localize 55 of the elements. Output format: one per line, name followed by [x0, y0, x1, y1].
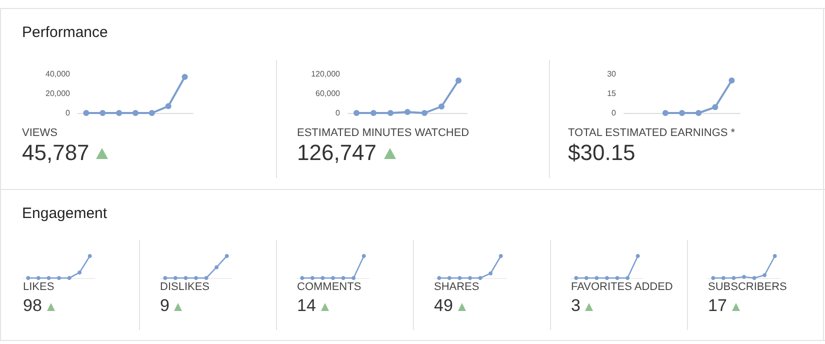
- point: [732, 276, 736, 280]
- text: $30.15: [568, 140, 636, 165]
- point: [116, 110, 122, 116]
- point: [100, 110, 106, 116]
- text: 49: [434, 296, 453, 315]
- y-tick-label: 120,000: [311, 70, 341, 78]
- point: [728, 78, 735, 84]
- point: [132, 110, 138, 116]
- text: FAVORITES ADDED: [571, 281, 673, 293]
- point: [438, 104, 444, 110]
- y-tick-label: 20,000: [46, 89, 71, 98]
- point: [456, 78, 462, 84]
- point: [83, 110, 90, 116]
- point: [696, 110, 702, 116]
- y-tick-label: 0: [612, 108, 617, 118]
- point: [422, 110, 428, 116]
- y-tick-label: 60,000: [316, 89, 341, 98]
- point: [370, 110, 376, 116]
- point: [404, 109, 410, 116]
- point: [388, 110, 394, 116]
- text: 17: [708, 296, 727, 315]
- y-tick-label: 40,000: [46, 70, 71, 78]
- text: 14: [297, 296, 316, 315]
- text: 98: [23, 296, 42, 315]
- text: TOTAL ESTIMATED EARNINGS *: [568, 127, 736, 139]
- text: ESTIMATED MINUTES WATCHED: [297, 127, 470, 139]
- text: SUBSCRIBERS: [708, 281, 787, 293]
- text: 126,747: [297, 140, 377, 165]
- point: [148, 110, 155, 116]
- y-tick-label: 0: [66, 108, 71, 118]
- point: [742, 274, 746, 279]
- point: [712, 104, 718, 110]
- point: [662, 110, 668, 116]
- text: DISLIKES: [160, 281, 210, 293]
- point: [182, 74, 188, 80]
- point: [762, 273, 767, 278]
- text: 3: [571, 296, 580, 315]
- point: [711, 276, 716, 280]
- point: [772, 254, 777, 258]
- point: [721, 276, 726, 280]
- text: 45,787: [22, 140, 90, 165]
- text: Performance: [22, 24, 108, 41]
- point: [679, 110, 685, 116]
- point: [165, 103, 172, 110]
- y-tick-label: 15: [607, 89, 617, 98]
- text: 9: [160, 296, 170, 315]
- text: LIKES: [23, 281, 54, 293]
- text: Engagement: [22, 205, 108, 222]
- y-tick-label: 0: [336, 108, 341, 118]
- text: SHARES: [434, 281, 480, 293]
- text: COMMENTS: [297, 281, 362, 293]
- point: [354, 110, 360, 116]
- point: [752, 276, 756, 280]
- text: VIEWS: [22, 127, 58, 139]
- y-tick-label: 30: [607, 70, 617, 78]
